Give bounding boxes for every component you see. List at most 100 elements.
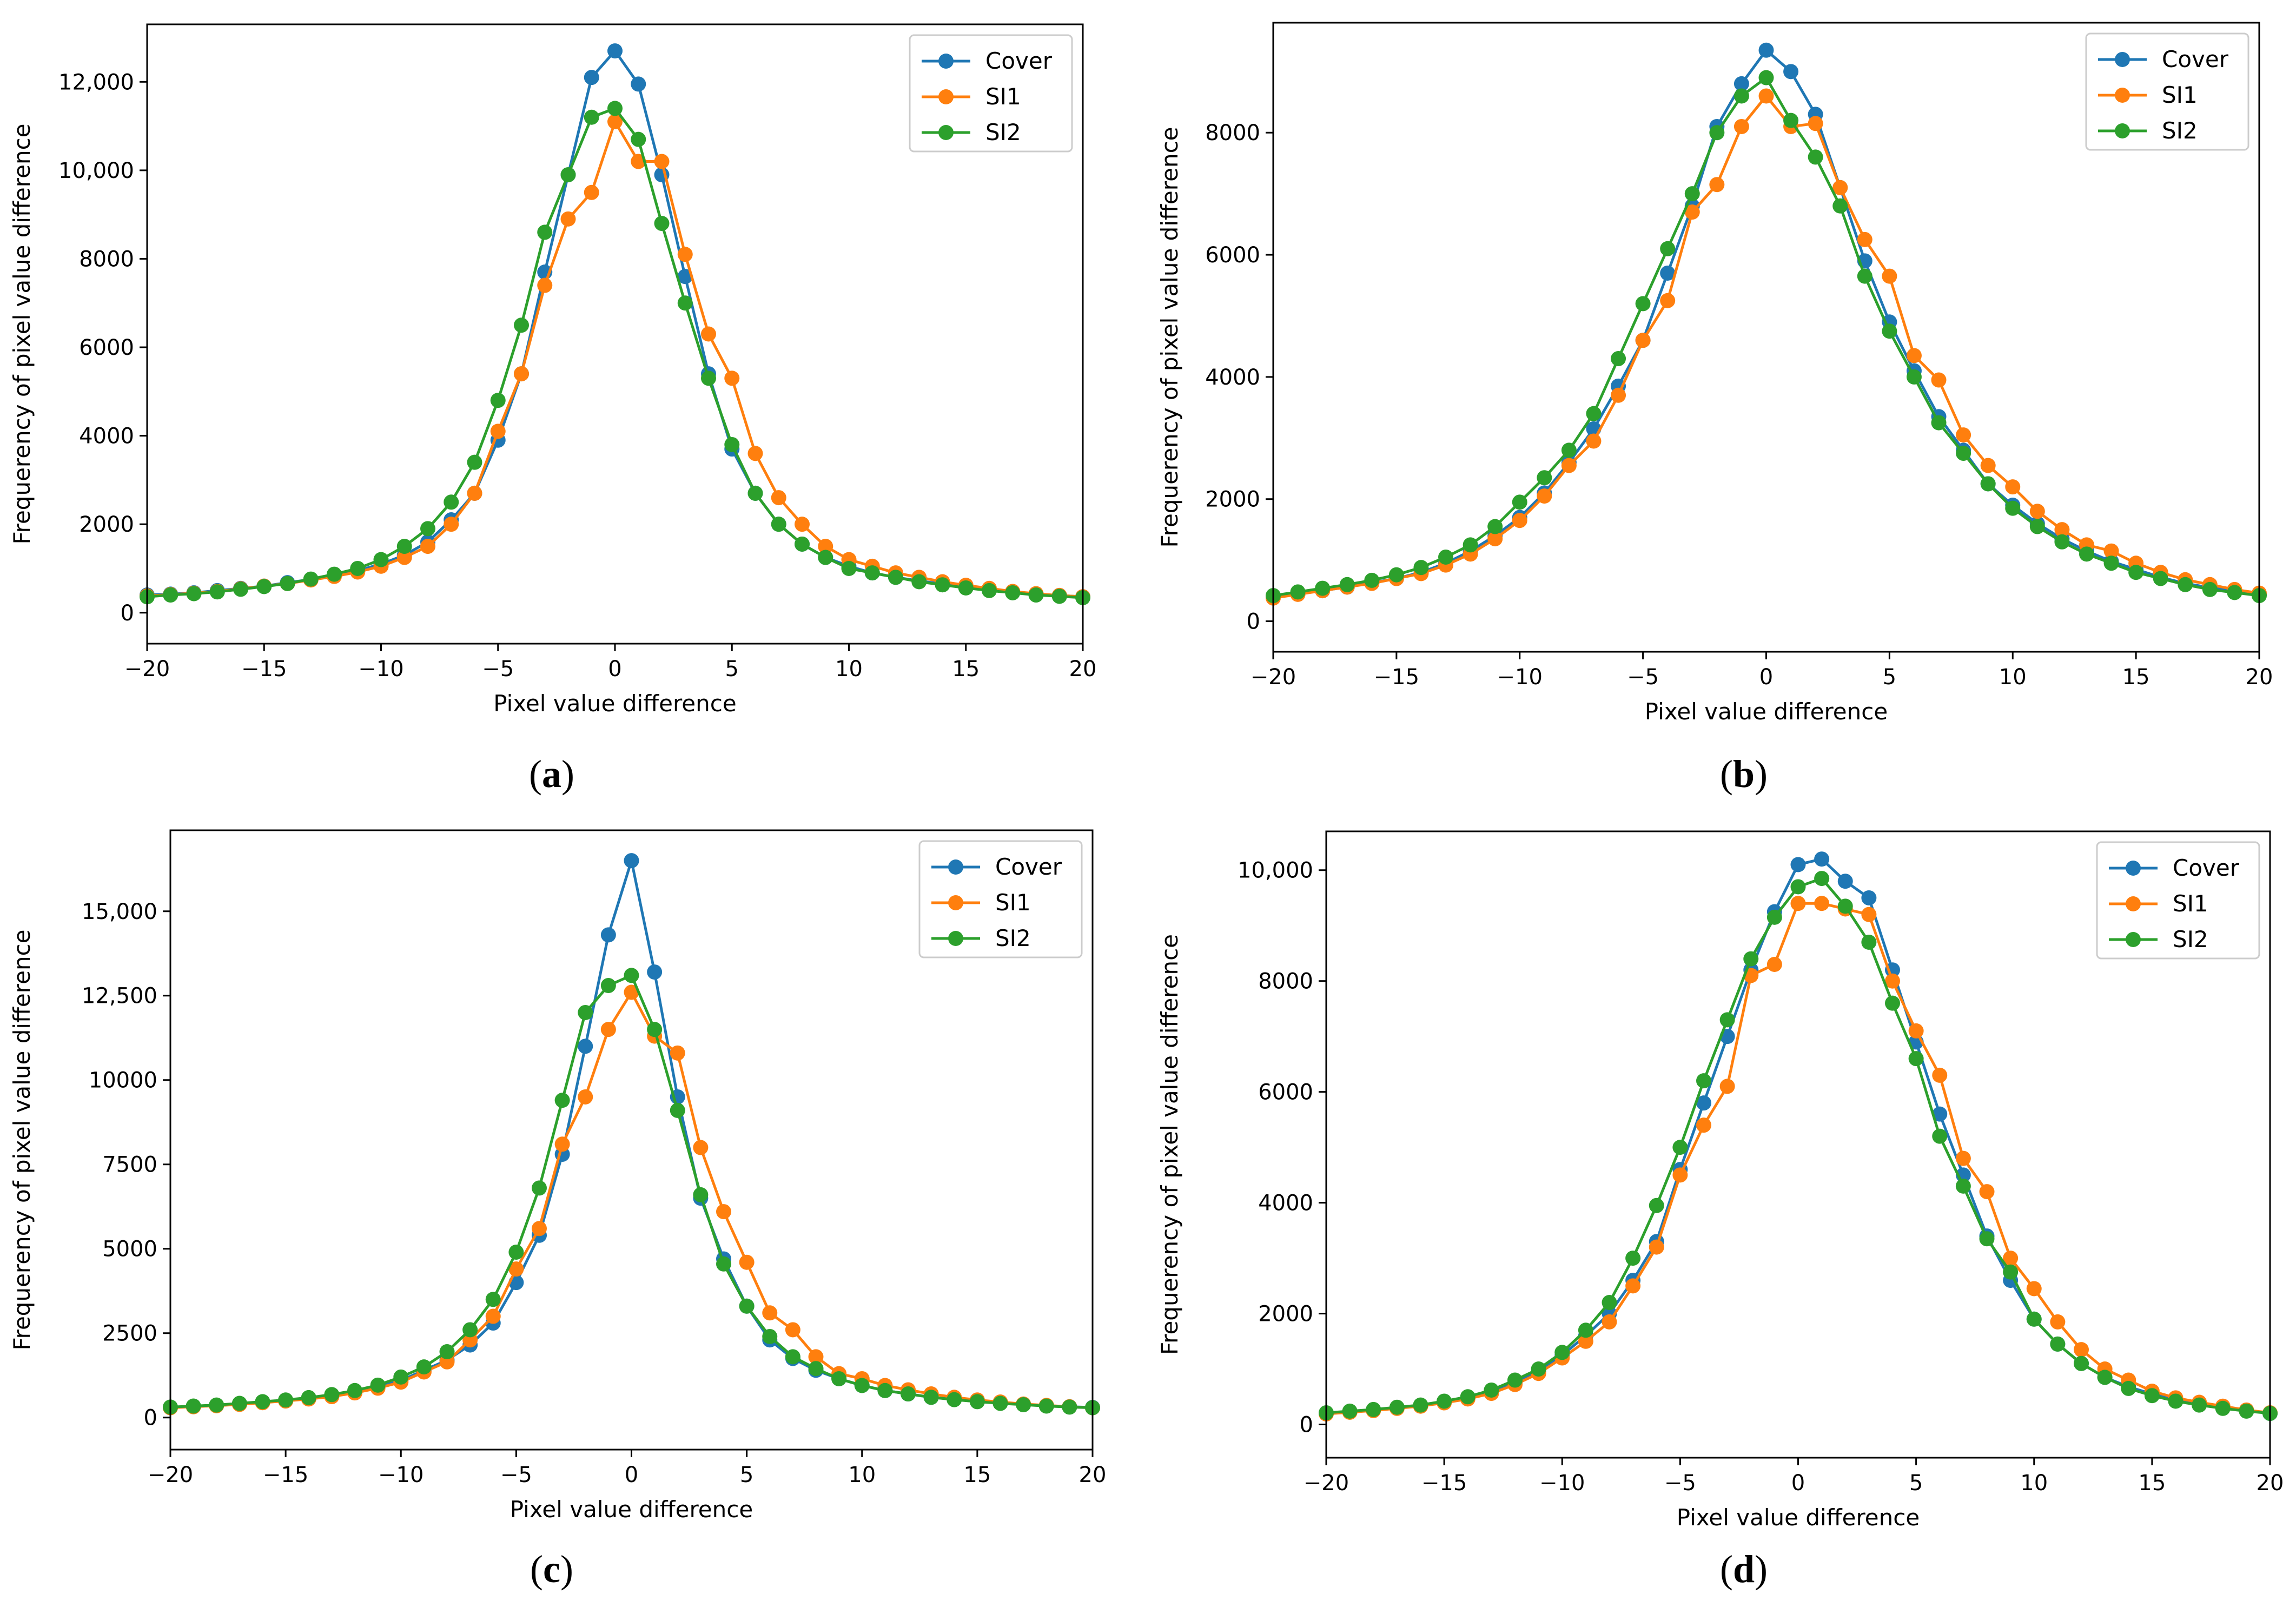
- data-point-si1: [537, 277, 553, 293]
- caption-a: (a): [529, 752, 574, 796]
- x-tick-label: 10: [835, 657, 863, 682]
- data-point-si1: [2029, 504, 2045, 519]
- data-point-si1: [1882, 268, 1897, 284]
- data-point-si1: [2074, 1342, 2089, 1358]
- data-point-si2: [490, 393, 506, 408]
- data-point-si2: [327, 566, 342, 582]
- data-point-si1: [1814, 896, 1830, 911]
- data-point-si1: [654, 154, 670, 169]
- data-point-si2: [1882, 323, 1897, 339]
- data-point-si1: [1906, 348, 1922, 363]
- y-tick-label: 10,000: [1238, 858, 1313, 883]
- x-tick-label: 5: [1909, 1471, 1923, 1496]
- y-axis-label: Frequerency of pixel value difference: [1156, 934, 1183, 1355]
- data-point-si2: [186, 1398, 201, 1414]
- data-point-si2: [1339, 577, 1355, 592]
- x-tick-label: −20: [1304, 1471, 1349, 1496]
- series-si2: [1266, 70, 2267, 604]
- data-point-si1: [677, 247, 693, 262]
- series-si1: [1319, 896, 2278, 1422]
- data-point-si1: [701, 326, 716, 342]
- data-point-si1: [1857, 232, 1872, 247]
- data-point-si2: [607, 101, 623, 116]
- data-point-si1: [1766, 956, 1782, 972]
- data-point-si2: [2029, 519, 2045, 534]
- y-tick-label: 0: [121, 601, 134, 626]
- legend-entry: Cover: [985, 48, 1053, 74]
- x-tick-label: 15: [963, 1463, 991, 1487]
- data-point-si2: [420, 521, 435, 537]
- data-point-si2: [1832, 198, 1848, 214]
- data-point-si2: [2192, 1397, 2207, 1413]
- data-point-si1: [1733, 118, 1749, 134]
- data-point-si1: [490, 424, 506, 439]
- data-point-si1: [444, 517, 459, 532]
- data-point-si1: [600, 1022, 616, 1037]
- data-point-si1: [1512, 513, 1527, 528]
- series-line-si2: [170, 974, 1093, 1410]
- data-point-si2: [1625, 1251, 1641, 1266]
- data-point-si1: [584, 184, 599, 200]
- data-point-si1: [1487, 531, 1503, 547]
- data-point-si1: [808, 1349, 824, 1365]
- data-point-si2: [1932, 1128, 1948, 1144]
- data-point-si2: [1931, 415, 1947, 431]
- data-point-si1: [1908, 1023, 1924, 1039]
- data-point-si1: [554, 1136, 570, 1152]
- data-point-si1: [670, 1045, 685, 1061]
- data-point-si2: [1885, 995, 1900, 1011]
- legend-entry: SI1: [2173, 890, 2208, 917]
- legend-marker: [2115, 52, 2130, 67]
- data-point-si1: [1660, 293, 1676, 308]
- data-point-si2: [1672, 1140, 1688, 1155]
- data-point-si2: [1578, 1322, 1593, 1338]
- data-point-si2: [1790, 879, 1806, 895]
- legend-marker: [2115, 88, 2130, 103]
- data-point-si2: [2202, 581, 2218, 597]
- data-point-si1: [724, 371, 740, 386]
- data-point-si1: [1709, 177, 1725, 193]
- data-point-si1: [1956, 427, 1971, 443]
- chart-panel-a: −20 −15 −10 −5 0 5 10 15 20 0 2000 4000 6000 8000 10,0…: [0, 0, 1148, 803]
- x-tick-label: 5: [740, 1463, 753, 1487]
- data-point-si2: [350, 560, 366, 576]
- data-point-si2: [958, 580, 974, 596]
- data-point-cover: [578, 1039, 593, 1054]
- data-point-si2: [1602, 1295, 1617, 1311]
- data-point-si2: [2097, 1370, 2113, 1385]
- y-tick-label: 2000: [1258, 1302, 1313, 1327]
- data-point-si1: [1649, 1239, 1664, 1255]
- data-point-si2: [1660, 241, 1676, 256]
- data-point-si2: [537, 224, 553, 240]
- data-point-cover: [607, 43, 623, 59]
- data-point-si2: [1861, 934, 1877, 950]
- data-point-si2: [1315, 580, 1331, 596]
- data-point-si2: [747, 485, 763, 501]
- data-point-si2: [1719, 1012, 1735, 1028]
- data-point-si2: [2178, 577, 2193, 592]
- data-point-si2: [439, 1344, 455, 1360]
- x-axis-label: Pixel value difference: [1677, 1504, 1920, 1531]
- data-point-si2: [1413, 560, 1429, 576]
- x-tick-label: −5: [1664, 1471, 1696, 1496]
- data-point-si1: [1635, 333, 1651, 348]
- data-point-cover: [1932, 1106, 1948, 1122]
- data-point-si2: [1531, 1361, 1546, 1377]
- data-point-si2: [2239, 1403, 2254, 1419]
- data-point-cover: [1660, 265, 1676, 281]
- data-point-si2: [347, 1383, 362, 1398]
- series-si2: [140, 101, 1090, 605]
- x-axis-label: Pixel value difference: [1645, 698, 1888, 725]
- data-point-si1: [1537, 488, 1552, 504]
- data-point-si2: [762, 1328, 778, 1344]
- data-point-si2: [1814, 871, 1830, 887]
- x-tick-label: −20: [148, 1463, 193, 1487]
- data-point-cover: [584, 70, 599, 85]
- data-point-si2: [1696, 1073, 1711, 1089]
- data-point-cover: [1696, 1095, 1711, 1111]
- data-point-si2: [485, 1292, 501, 1307]
- y-tick-label: 4000: [1258, 1191, 1313, 1216]
- data-point-si2: [818, 550, 833, 565]
- data-point-si2: [716, 1256, 731, 1272]
- x-tick-label: 10: [848, 1463, 876, 1487]
